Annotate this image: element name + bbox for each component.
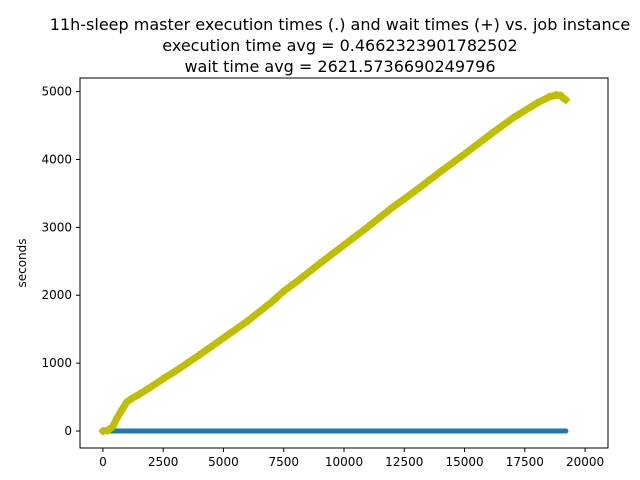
wait-time-point (279, 287, 288, 296)
wait-time-point (127, 394, 136, 403)
y-axis: 0 1000 2000 3000 4000 5000 (41, 85, 80, 438)
wait-time-point (436, 167, 445, 176)
wait-time-point (484, 131, 493, 140)
x-tick-label: 15000 (445, 455, 483, 469)
wait-time-point (123, 397, 132, 406)
execution-time-point (558, 428, 564, 434)
wait-time-point (219, 334, 228, 343)
y-tick-label: 4000 (41, 152, 72, 166)
x-tick-label: 5000 (208, 455, 239, 469)
execution-time-point (220, 428, 226, 434)
wait-time-point (195, 350, 204, 359)
y-tick-label: 5000 (41, 85, 72, 99)
y-tick-label: 3000 (41, 220, 72, 234)
plot-frame (79, 77, 609, 449)
wait-time-point (108, 422, 117, 431)
execution-time-point (317, 428, 323, 434)
execution-time-point (196, 428, 202, 434)
wait-time-point (508, 114, 517, 123)
wait-time-point (267, 298, 276, 307)
plot-area (98, 90, 570, 436)
series-execution-times (100, 428, 569, 434)
y-axis-label: seconds (15, 238, 29, 287)
x-tick-label: 12500 (385, 455, 423, 469)
wait-time-point (460, 150, 469, 159)
wait-time-point (364, 222, 373, 231)
execution-time-point (293, 428, 299, 434)
x-tick-label: 17500 (506, 455, 544, 469)
wait-time-point (412, 186, 421, 195)
chart-title-line-2: execution time avg = 0.4662323901782502 (162, 36, 517, 55)
execution-time-point (124, 428, 130, 434)
execution-time-point (365, 428, 371, 434)
wait-time-point (103, 426, 112, 435)
chart-title: 11h-sleep master execution times (.) and… (50, 15, 630, 76)
y-tick-label: 2000 (41, 288, 72, 302)
wait-time-point (291, 278, 300, 287)
y-tick-label: 1000 (41, 356, 72, 370)
x-tick-label: 7500 (268, 455, 299, 469)
execution-time-point (245, 428, 251, 434)
wait-time-point (171, 367, 180, 376)
wait-time-point (147, 382, 156, 391)
y-tick-label: 0 (64, 424, 72, 438)
chart-title-line-3: wait time avg = 2621.5736690249796 (184, 57, 495, 76)
execution-time-point (172, 428, 178, 434)
x-tick-label: 0 (99, 455, 107, 469)
x-tick-label: 2500 (148, 455, 179, 469)
execution-time-point (389, 428, 395, 434)
wait-time-point (388, 203, 397, 212)
execution-time-point (563, 428, 569, 434)
wait-time-point (118, 405, 127, 414)
execution-time-point (534, 428, 540, 434)
wait-time-point (340, 241, 348, 250)
execution-time-point (341, 428, 347, 434)
execution-time-point (486, 428, 492, 434)
execution-time-point (462, 428, 468, 434)
execution-time-point (437, 428, 443, 434)
execution-time-point (269, 428, 275, 434)
wait-time-point (561, 95, 570, 104)
wait-time-point (159, 374, 168, 383)
x-tick-label: 10000 (325, 455, 363, 469)
wait-time-point (532, 99, 541, 108)
series-wait-times-line (99, 91, 570, 435)
execution-time-point (510, 428, 516, 434)
wait-time-point (135, 390, 144, 399)
wait-time-point (315, 259, 324, 268)
execution-time-point (148, 428, 154, 434)
x-tick-label: 20000 (566, 455, 604, 469)
wait-time-point (243, 317, 252, 326)
x-axis: 0 2500 5000 7500 10000 12500 15000 17500 20000 (99, 448, 604, 469)
execution-time-point (413, 428, 419, 434)
wait-time-point (113, 413, 122, 422)
chart-title-line-1: 11h-sleep master execution times (.) and… (50, 15, 630, 34)
wait-time-point (544, 93, 553, 102)
series-wait-times (98, 90, 570, 436)
